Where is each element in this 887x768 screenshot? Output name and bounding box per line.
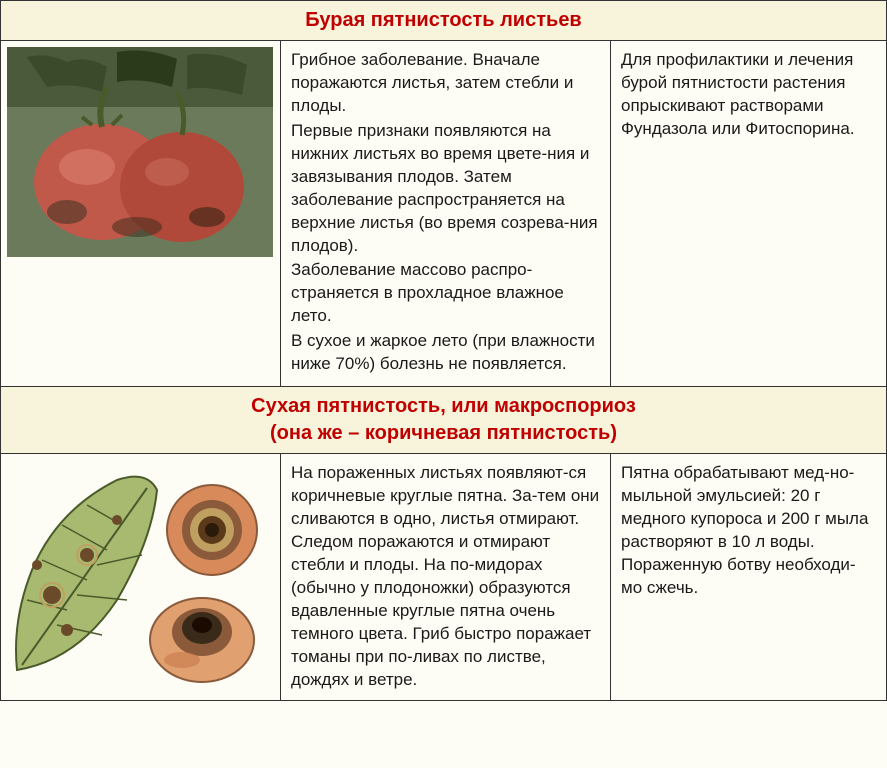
section1-treatment: Для профилактики и лечения бурой пятнист… [621, 49, 876, 141]
description-paragraph: Заболевание массово распро-страняется в … [291, 259, 600, 328]
section1-treatment-cell: Для профилактики и лечения бурой пятнист… [611, 41, 887, 387]
section2-description: На пораженных листьях появляют-ся коричн… [291, 462, 600, 691]
section2-title-line2: (она же – коричневая пятнистость) [11, 420, 876, 447]
section2-description-cell: На пораженных листьях появляют-ся коричн… [281, 454, 611, 700]
section1-description: Грибное заболевание. Вначале поражаются … [291, 49, 600, 376]
section2-title-line1: Сухая пятнистость, или макроспориоз [11, 393, 876, 420]
section1-title: Бурая пятнистость листьев [305, 9, 581, 31]
tomato-photo-illustration [7, 47, 273, 257]
section2-title-cell: Сухая пятнистость, или макроспориоз (она… [1, 387, 887, 454]
section2-image-cell [1, 454, 281, 700]
disease-table: Бурая пятнистость листьев [0, 0, 887, 701]
description-paragraph: В сухое и жаркое лето (при влажности ниж… [291, 330, 600, 376]
description-paragraph: Первые признаки появляются на нижних лис… [291, 120, 600, 258]
section1-title-cell: Бурая пятнистость листьев [1, 1, 887, 41]
section1-description-cell: Грибное заболевание. Вначале поражаются … [281, 41, 611, 387]
section1-image-cell [1, 41, 281, 387]
leaf-spot-illustration [7, 460, 273, 685]
section2-treatment-cell: Пятна обрабатывают мед-но-мыльной эмульс… [611, 454, 887, 700]
description-paragraph: Грибное заболевание. Вначале поражаются … [291, 49, 600, 118]
section2-treatment: Пятна обрабатывают мед-но-мыльной эмульс… [621, 462, 876, 600]
